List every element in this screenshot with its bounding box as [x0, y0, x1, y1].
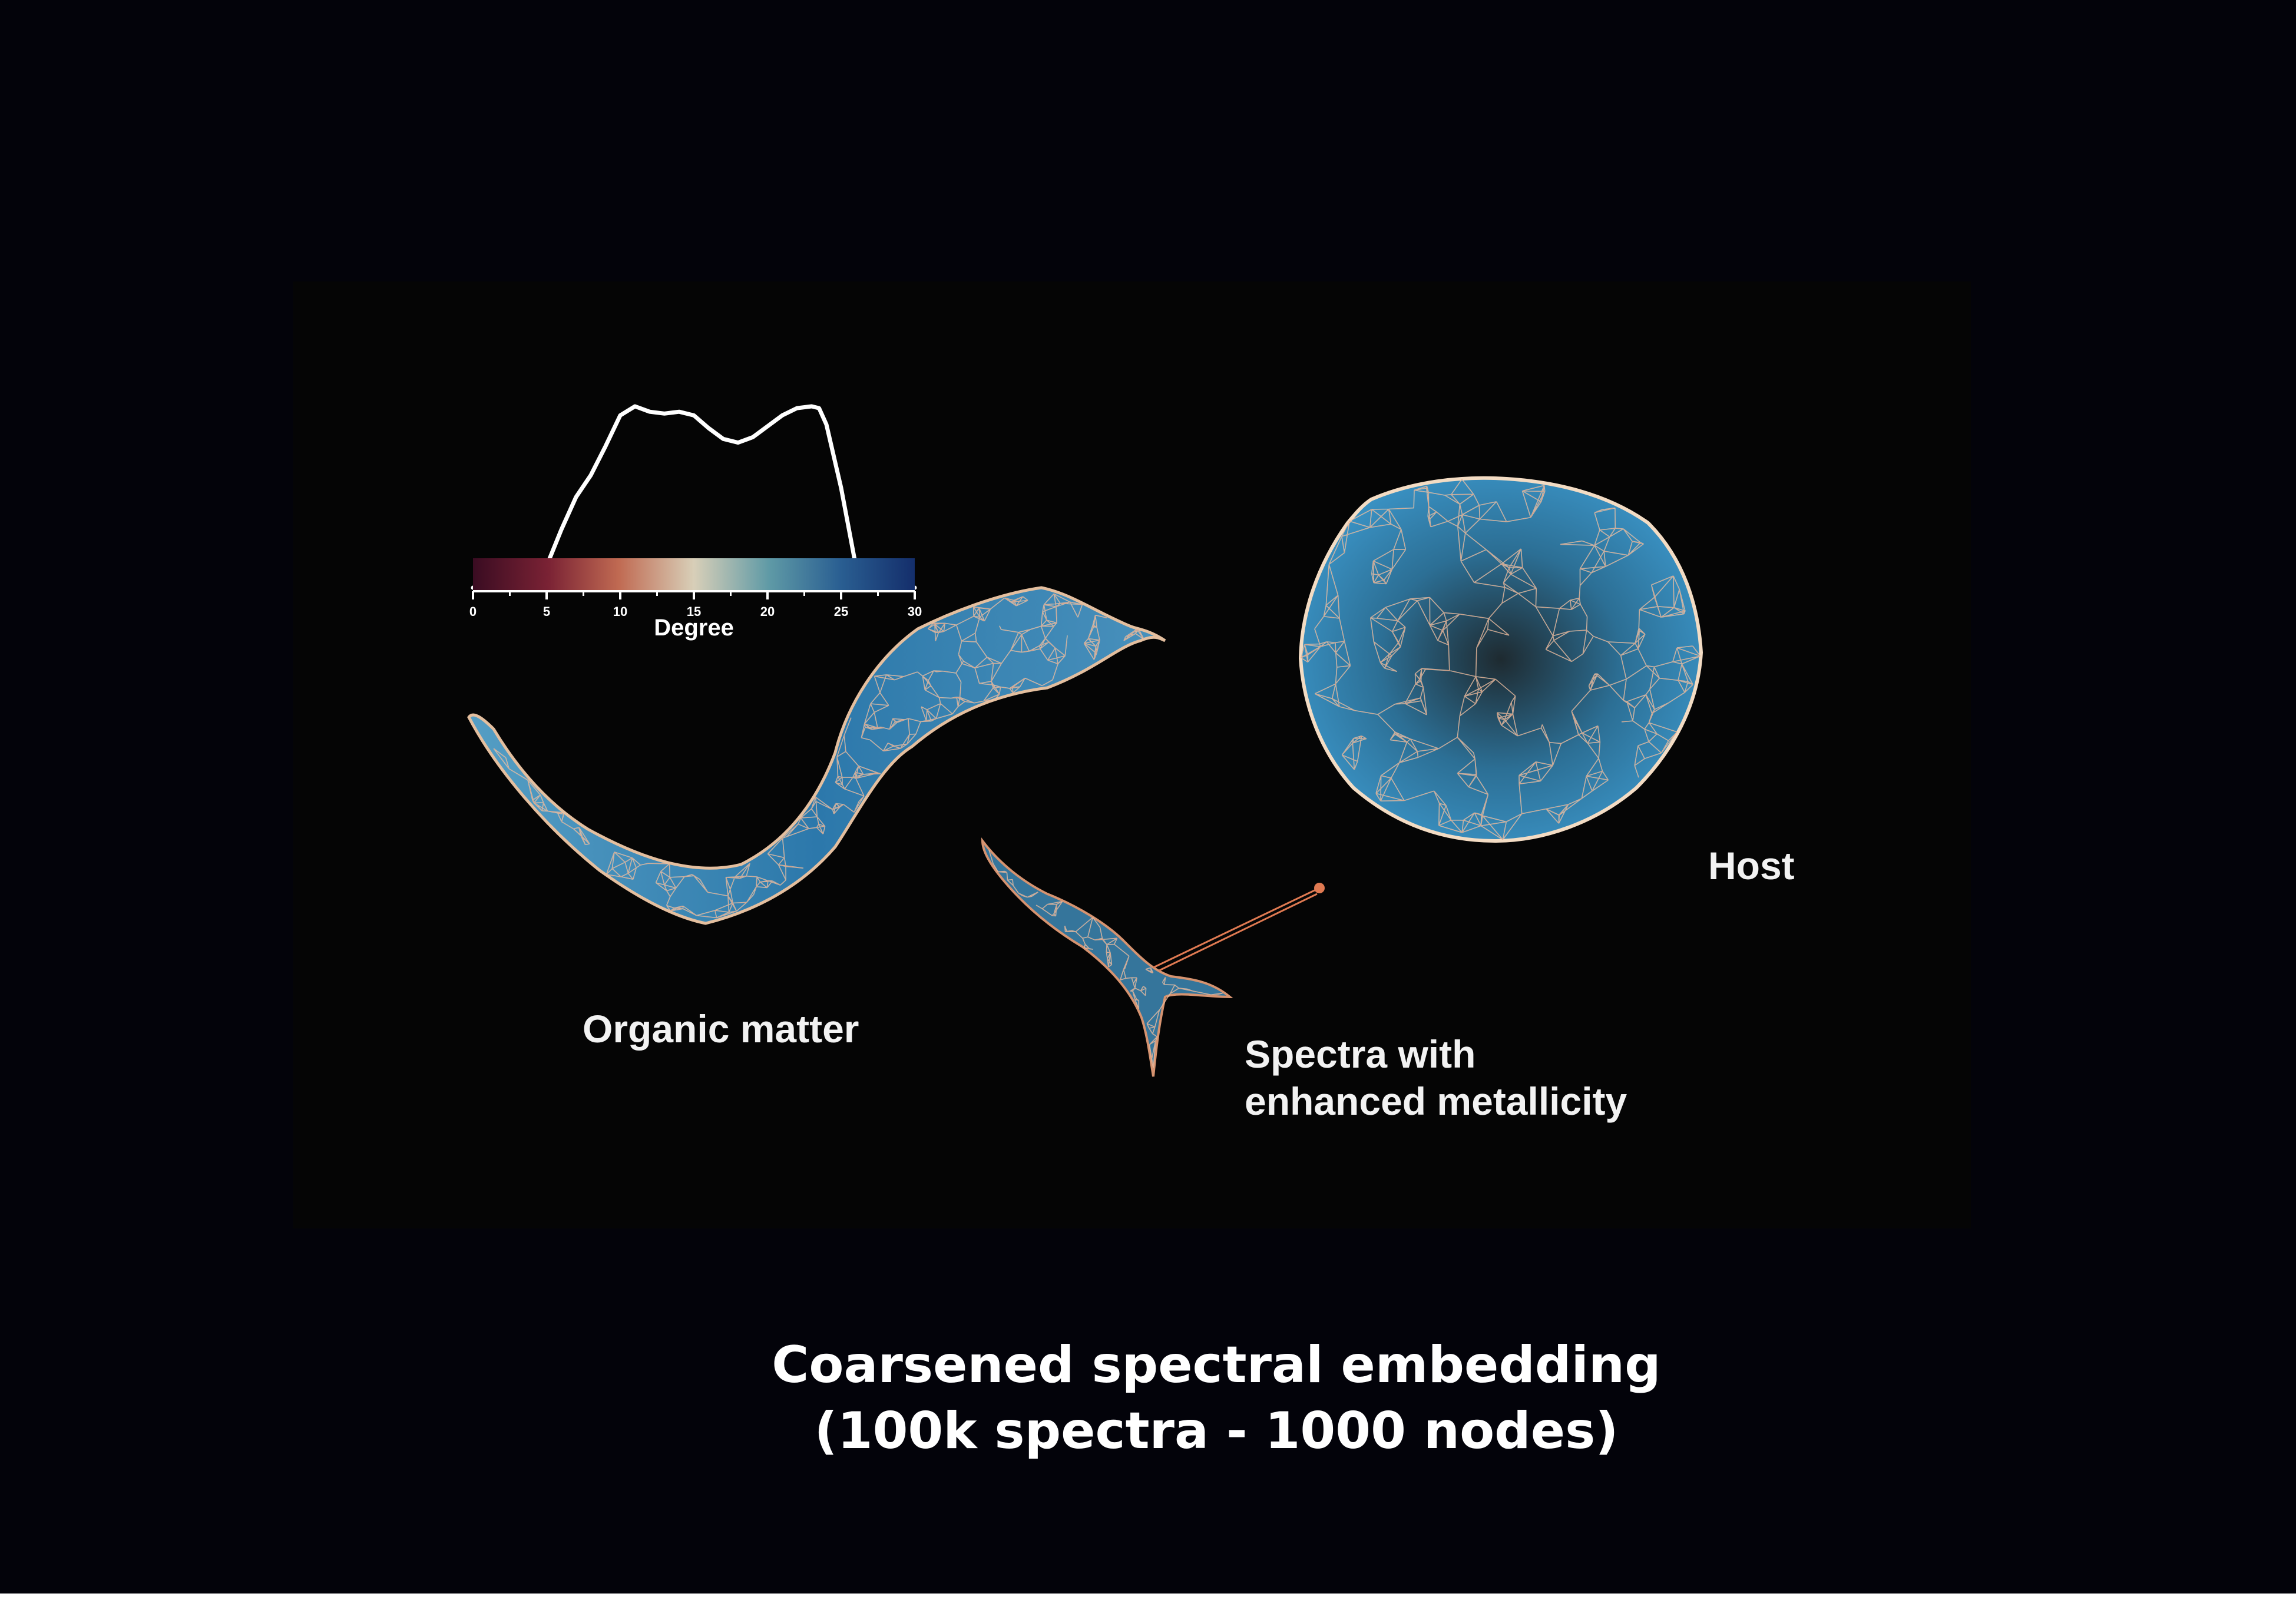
outlier-node: [1314, 883, 1325, 893]
colorbar-tick-label: 15: [687, 604, 701, 619]
colorbar-tick-label: 10: [613, 604, 627, 619]
metallicity-cluster: [981, 837, 1325, 1077]
metallicity-mesh-edges: [988, 850, 1223, 1068]
colorbar-tick-label: 25: [834, 604, 848, 619]
degree-distribution-curve: [471, 404, 917, 590]
organic-matter-label: Organic matter: [583, 1007, 859, 1051]
caption-line-1: Coarsened spectral embedding: [772, 1336, 1661, 1394]
outlier-edge: [1153, 887, 1320, 969]
host-label: Host: [1708, 844, 1795, 887]
degree-axis-label: Degree: [654, 615, 734, 641]
metallicity-label-line1: Spectra with: [1245, 1032, 1476, 1076]
organic-matter-cluster: [467, 586, 1166, 925]
colorbar-tick-label: 20: [760, 604, 775, 619]
host-mesh-edges: [1300, 479, 1701, 840]
outlier-edge: [1159, 893, 1318, 972]
colorbar-tick-label: 0: [469, 604, 477, 619]
organic-mesh-edges: [493, 594, 1144, 918]
figure-caption: Coarsened spectral embedding (100k spect…: [0, 1332, 2296, 1464]
colorbar-tick-label: 5: [543, 604, 550, 619]
embedding-figure: 0 5 10 15 20 25 30 Degree: [467, 404, 1703, 1077]
caption-line-2: (100k spectra - 1000 nodes): [814, 1402, 1619, 1460]
metallicity-mesh-edges: [988, 850, 1223, 1068]
organic-mesh-edges: [493, 593, 1144, 919]
degree-colorbar: [473, 558, 915, 591]
colorbar-ticks: 0 5 10 15 20 25 30: [469, 591, 922, 619]
colorbar-tick-label: 30: [908, 604, 922, 619]
host-cluster: [1298, 476, 1703, 843]
graph-edges: [493, 479, 1701, 1068]
figure-panel: 0 5 10 15 20 25 30 Degree Host Organic matter: [293, 281, 1971, 1228]
degree-legend: 0 5 10 15 20 25 30 Degree: [469, 404, 922, 641]
metallicity-label-line2: enhanced metallicity: [1245, 1079, 1627, 1123]
host-mesh-edges: [1301, 479, 1701, 840]
